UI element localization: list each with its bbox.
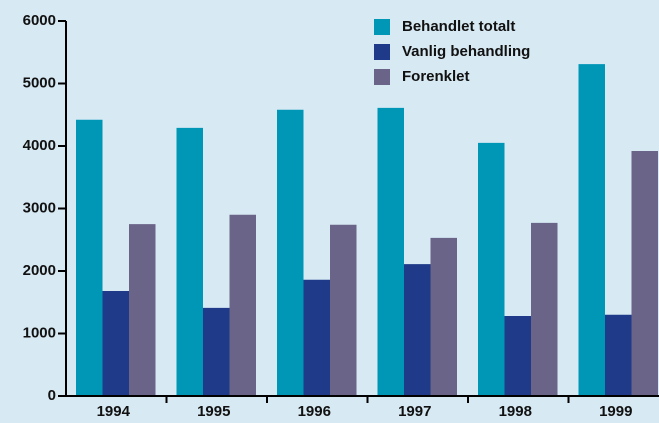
y-tick-label: 4000: [23, 137, 56, 154]
y-tick-label: 1000: [23, 324, 56, 341]
legend-label: Forenklet: [402, 68, 470, 85]
bar: [605, 314, 632, 396]
bar: [578, 64, 605, 396]
bar: [229, 214, 256, 396]
bar: [303, 279, 330, 396]
y-tick-label: 2000: [23, 262, 56, 279]
x-tick-label: 1995: [197, 403, 230, 420]
x-tick-label: 1997: [398, 403, 431, 420]
legend-label: Behandlet totalt: [402, 18, 515, 35]
y-tick-label: 0: [48, 387, 56, 404]
y-tick-label: 3000: [23, 199, 56, 216]
bar: [330, 224, 357, 396]
x-tick-label: 1994: [97, 403, 131, 420]
bar: [203, 307, 230, 396]
bar: [129, 224, 156, 396]
bar: [176, 127, 203, 396]
bar: [504, 316, 531, 396]
legend-label: Vanlig behandling: [402, 43, 530, 60]
legend-swatch: [374, 44, 390, 60]
x-tick-label: 1998: [499, 403, 532, 420]
x-tick-label: 1996: [298, 403, 331, 420]
bar: [631, 151, 658, 396]
bar: [76, 119, 103, 396]
bar: [531, 222, 558, 396]
y-tick-label: 5000: [23, 74, 56, 91]
bar: [404, 264, 431, 396]
legend-swatch: [374, 69, 390, 85]
legend-swatch: [374, 19, 390, 35]
x-tick-label: 1999: [599, 403, 632, 420]
bar: [430, 237, 457, 396]
bar: [478, 142, 505, 396]
y-tick-label: 6000: [23, 12, 56, 29]
bar: [277, 109, 304, 396]
bar: [377, 107, 404, 396]
bar: [102, 291, 129, 396]
